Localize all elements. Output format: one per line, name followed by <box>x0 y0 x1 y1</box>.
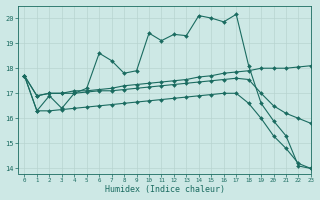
X-axis label: Humidex (Indice chaleur): Humidex (Indice chaleur) <box>105 185 225 194</box>
